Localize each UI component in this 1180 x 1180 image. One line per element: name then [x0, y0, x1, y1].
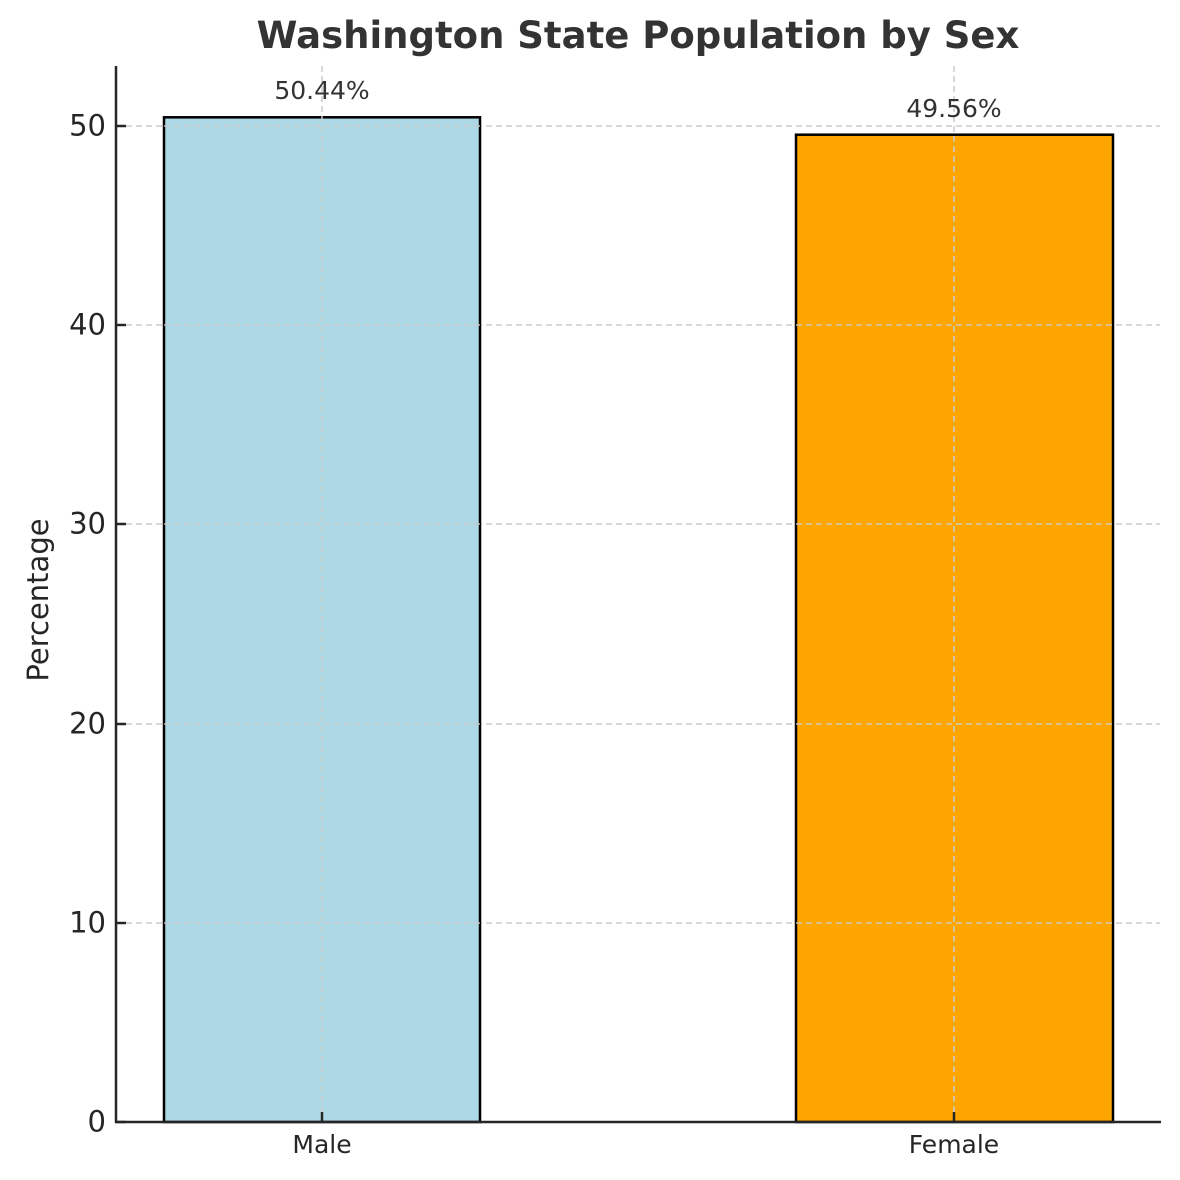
y-tick-label: 40 [69, 307, 106, 342]
bar-value-label-female: 49.56% [906, 94, 1002, 123]
y-tick-label: 0 [87, 1104, 106, 1139]
bar-value-label-male: 50.44% [274, 76, 370, 105]
x-tick-label-male: Male [292, 1130, 352, 1159]
y-tick-label: 10 [69, 905, 106, 940]
x-tick-label-female: Female [908, 1130, 1000, 1159]
chart-title: Washington State Population by Sex [256, 14, 1020, 57]
y-axis-label: Percentage [21, 518, 55, 682]
y-tick-label: 30 [69, 506, 106, 541]
y-tick-label: 20 [69, 706, 106, 741]
y-tick-label: 50 [69, 108, 106, 143]
x-gridlines [321, 66, 955, 1122]
